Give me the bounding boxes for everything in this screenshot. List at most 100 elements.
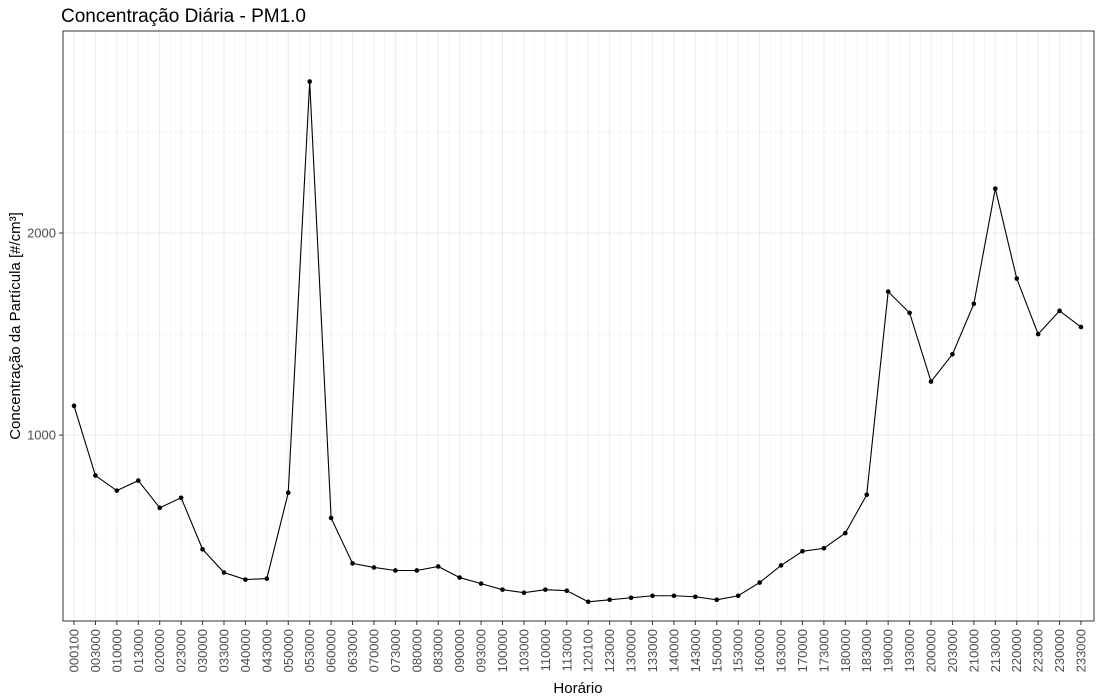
x-tick-label: 033000 bbox=[216, 629, 231, 672]
data-point bbox=[735, 593, 741, 599]
data-point bbox=[1014, 276, 1020, 281]
x-tick-label: 223000 bbox=[1031, 629, 1046, 672]
chart-title: Concentração Diária - PM1.0 bbox=[61, 6, 306, 27]
x-tick-label: 213000 bbox=[988, 629, 1003, 672]
x-tick-label: 183000 bbox=[859, 629, 874, 672]
x-tick-label: 113000 bbox=[559, 629, 574, 671]
data-point bbox=[907, 310, 912, 316]
x-tick-label: 140000 bbox=[666, 629, 681, 672]
data-point bbox=[607, 597, 612, 603]
data-point bbox=[885, 289, 891, 294]
x-tick-label: 220000 bbox=[1009, 629, 1024, 672]
data-point bbox=[928, 379, 934, 384]
data-point bbox=[800, 548, 805, 554]
data-point bbox=[285, 490, 291, 495]
data-point bbox=[371, 565, 377, 570]
data-point bbox=[757, 580, 762, 585]
x-tick-label: 163000 bbox=[774, 629, 789, 672]
data-point bbox=[843, 530, 848, 536]
data-point bbox=[500, 587, 505, 592]
x-tick-label: 153000 bbox=[731, 629, 746, 672]
plot-panel-border bbox=[62, 30, 1095, 622]
series-points bbox=[71, 79, 1084, 605]
x-tick-label: 010000 bbox=[109, 629, 124, 672]
grid-lines bbox=[63, 30, 1094, 621]
x-tick-label: 063000 bbox=[345, 629, 360, 672]
data-point bbox=[157, 505, 163, 511]
data-point bbox=[307, 79, 312, 84]
x-tick-label: 130000 bbox=[624, 629, 639, 672]
data-point bbox=[821, 545, 827, 551]
x-tick-label: 023000 bbox=[174, 629, 189, 672]
data-point bbox=[93, 473, 98, 478]
x-tick-label: 013000 bbox=[131, 629, 146, 672]
data-point bbox=[221, 570, 227, 575]
data-point bbox=[1078, 324, 1084, 330]
series-line-group bbox=[73, 81, 1082, 603]
x-tick-label: 170000 bbox=[795, 629, 810, 672]
x-tick-label: 080000 bbox=[409, 629, 424, 672]
data-point bbox=[543, 587, 548, 592]
x-tick-label: 173000 bbox=[816, 629, 831, 672]
data-point bbox=[564, 588, 570, 593]
data-point bbox=[71, 403, 77, 409]
data-point bbox=[585, 599, 591, 605]
data-point bbox=[135, 478, 141, 483]
x-tick-label: 053000 bbox=[302, 629, 317, 672]
data-point bbox=[328, 515, 334, 521]
x-tick-label: 030000 bbox=[195, 629, 210, 672]
x-tick-label: 190000 bbox=[881, 629, 896, 672]
x-tick-label: 143000 bbox=[688, 629, 703, 672]
data-point bbox=[992, 186, 998, 191]
x-tick-label: 073000 bbox=[388, 629, 403, 672]
x-tick-label: 133000 bbox=[645, 629, 660, 672]
y-axis: 1000 2000 bbox=[27, 226, 63, 443]
x-tick-label: 200000 bbox=[924, 629, 939, 672]
data-point bbox=[864, 492, 870, 498]
data-point bbox=[778, 563, 784, 568]
x-tick-label: 100000 bbox=[495, 629, 510, 672]
data-point bbox=[1057, 308, 1062, 314]
x-tick-label: 160000 bbox=[752, 629, 767, 672]
x-tick-label: 093000 bbox=[474, 629, 489, 672]
data-point bbox=[178, 495, 184, 501]
x-tick-label: 043000 bbox=[259, 629, 274, 672]
data-point bbox=[435, 564, 441, 569]
data-point bbox=[350, 561, 355, 566]
data-point bbox=[971, 301, 977, 307]
x-tick-label: 110000 bbox=[538, 629, 553, 671]
data-point bbox=[243, 577, 248, 582]
x-tick-label: 083000 bbox=[431, 629, 446, 672]
x-tick-label: 020000 bbox=[152, 629, 167, 672]
data-point bbox=[628, 595, 634, 601]
data-point bbox=[457, 575, 462, 580]
x-tick-label: 040000 bbox=[238, 629, 253, 672]
x-tick-label: 123000 bbox=[602, 629, 617, 672]
x-tick-label: 203000 bbox=[945, 629, 960, 672]
x-tick-label: 000100 bbox=[67, 629, 82, 672]
data-point bbox=[200, 546, 205, 552]
x-tick-label: 120100 bbox=[581, 629, 596, 672]
x-tick-label: 090000 bbox=[452, 629, 467, 672]
x-tick-label: 150000 bbox=[709, 629, 724, 672]
x-axis: 000100 003000 010000 013000 020000 023000 0300… bbox=[67, 621, 1089, 672]
data-point bbox=[264, 576, 270, 581]
data-point bbox=[114, 488, 120, 493]
x-tick-label: 103000 bbox=[516, 629, 531, 672]
x-axis-title: Horário bbox=[553, 680, 602, 697]
x-tick-label: 060000 bbox=[324, 629, 339, 672]
data-point bbox=[714, 597, 720, 603]
x-tick-label: 210000 bbox=[966, 629, 981, 672]
data-point bbox=[950, 351, 955, 357]
data-point bbox=[521, 590, 527, 596]
data-point bbox=[650, 593, 655, 599]
series-line bbox=[73, 81, 1082, 603]
x-tick-label: 180000 bbox=[838, 629, 853, 672]
data-point bbox=[478, 581, 484, 586]
data-point bbox=[693, 594, 698, 600]
y-tick-label: 1000 bbox=[27, 428, 56, 443]
data-point bbox=[393, 568, 398, 573]
data-point bbox=[671, 593, 677, 599]
data-point bbox=[414, 568, 420, 573]
